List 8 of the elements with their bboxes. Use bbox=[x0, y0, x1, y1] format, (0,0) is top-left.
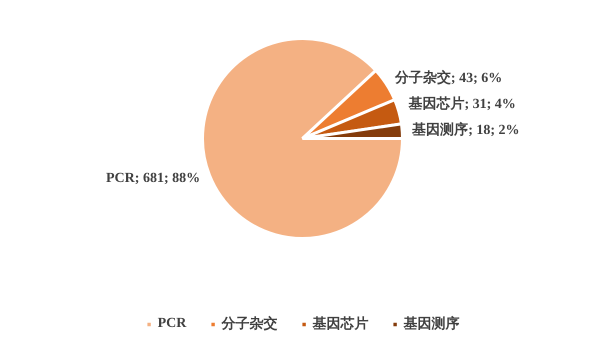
legend-label: 基因芯片 bbox=[312, 315, 368, 333]
data-label: PCR; 681; 88% bbox=[106, 171, 200, 186]
legend-label: PCR bbox=[158, 316, 186, 332]
legend-label: 基因测序 bbox=[403, 315, 460, 333]
data-label: 基因测序; 18; 2% bbox=[411, 120, 520, 138]
legend-label: 分子杂交 bbox=[221, 315, 278, 333]
data-label: 分子杂交; 43; 6% bbox=[394, 68, 502, 86]
data-label: 基因芯片; 31; 4% bbox=[407, 96, 516, 112]
